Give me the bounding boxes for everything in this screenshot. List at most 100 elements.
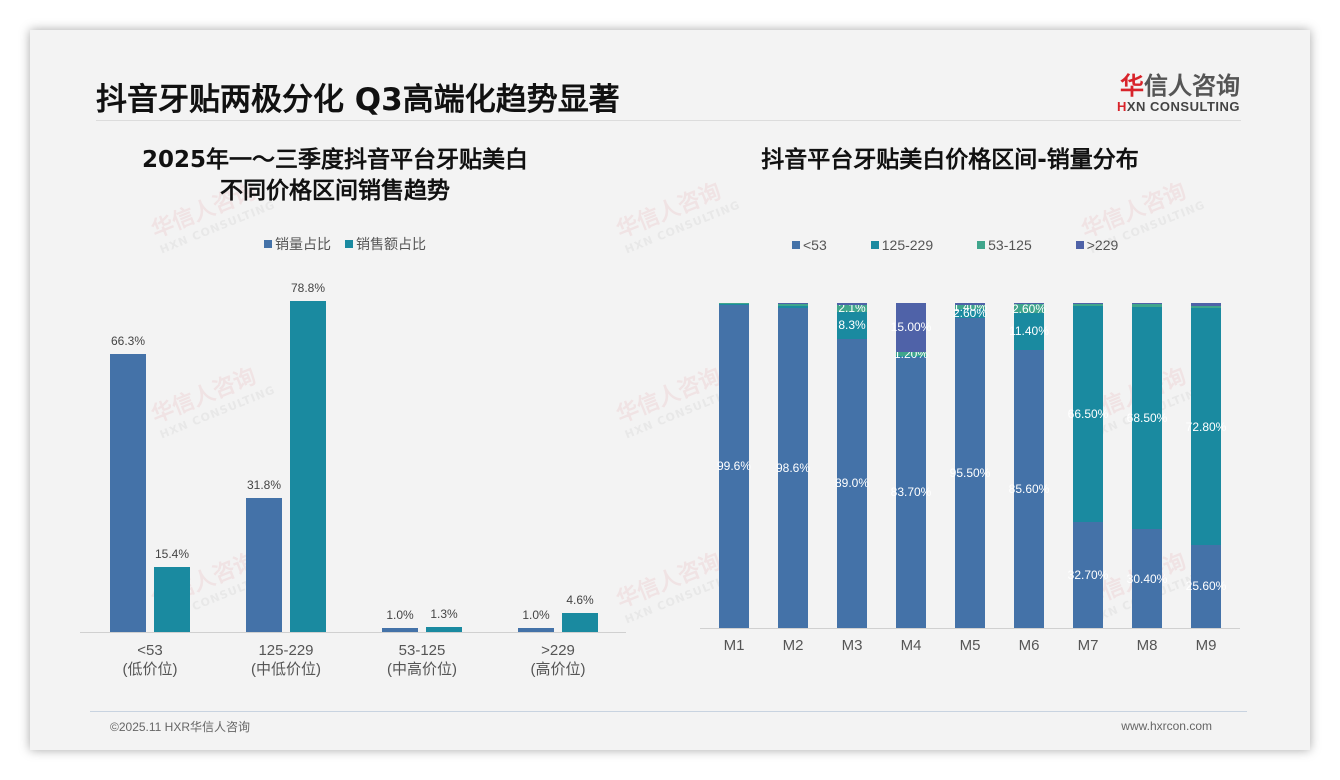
- bar-segment: 83.70%: [891, 355, 931, 628]
- bar-segment: 1.20%: [894, 347, 928, 361]
- bar-segment: 95.50%: [950, 317, 990, 628]
- legend-swatch: [1075, 241, 1084, 249]
- bar-segment: [955, 303, 985, 305]
- data-label: 1.0%: [522, 607, 550, 622]
- bar: [154, 567, 190, 632]
- legend-swatch: [977, 241, 986, 249]
- left-bar-chart: 66.3% 15.4% <53 (低价位) 31.8% 78.8% 125-229 (中低价位…: [80, 280, 626, 678]
- bar-segment: [719, 303, 749, 305]
- stacked-bar: 98.6%: [775, 303, 811, 628]
- legend-swatch: [345, 240, 353, 248]
- category-label: 125-229 (中低价位): [251, 642, 321, 678]
- bar-segment: 66.50%: [1068, 305, 1108, 522]
- category-label: M7: [1077, 637, 1099, 654]
- right-stacked-bar-chart: 99.6% M1 98.6% M2 89.0% 8.3% 2.1% M3 83.70% 1.20%…: [700, 300, 1242, 654]
- bar-segment: 2.1%: [837, 301, 867, 315]
- bar-segment: 32.70%: [1068, 521, 1108, 628]
- category-label: M5: [959, 637, 981, 654]
- legend-item: 125-229: [870, 237, 933, 253]
- stacked-bar: 95.50% 2.60% 1.40%: [950, 300, 990, 628]
- data-label: 1.0%: [386, 607, 414, 622]
- slide: 华信人咨询 HXN CONSULTING 华信人咨询 HXN CONSULTING …: [30, 30, 1310, 750]
- bar-segment: 2.60%: [952, 306, 988, 321]
- logo-en: HXN CONSULTING: [1116, 99, 1240, 114]
- legend-swatch: [870, 241, 879, 249]
- data-label: 68.50%: [1126, 410, 1168, 425]
- bar: [246, 498, 282, 632]
- data-label: 4.6%: [566, 592, 594, 607]
- bar-segment: [1191, 305, 1221, 309]
- data-label: 32.70%: [1067, 567, 1109, 582]
- bar-segment: [719, 303, 749, 304]
- bar-segment: 25.60%: [1186, 544, 1226, 628]
- bar-segment: [1014, 303, 1044, 305]
- data-label: 15.4%: [154, 547, 190, 562]
- bar-segment: 98.6%: [775, 307, 811, 628]
- bar: [290, 301, 326, 632]
- bar-segment: [1191, 303, 1221, 306]
- bar-segment: 1.40%: [953, 300, 987, 314]
- legend-item: 53-125: [977, 237, 1032, 253]
- data-label: 2.60%: [952, 306, 988, 321]
- bar-segment: 30.40%: [1127, 529, 1167, 628]
- data-label: 66.3%: [110, 333, 146, 348]
- right-chart-title: 抖音平台牙贴美白价格区间-销量分布: [761, 147, 1139, 173]
- stacked-bar: 83.70% 1.20% 15.00%: [891, 303, 931, 628]
- legend-swatch: [792, 241, 800, 249]
- category-label: M6: [1018, 637, 1040, 654]
- data-label: 2.60%: [1011, 301, 1047, 316]
- data-label: 66.50%: [1067, 406, 1109, 421]
- category-label: M1: [723, 637, 745, 654]
- data-label: 30.40%: [1126, 571, 1168, 586]
- bar-segment: 85.60%: [1009, 349, 1049, 628]
- category-label: M9: [1195, 637, 1217, 654]
- legend-item: <53: [792, 237, 827, 253]
- x-axis: [700, 628, 1240, 629]
- bar-segment: 99.6%: [716, 304, 752, 628]
- category-label: M3: [841, 637, 863, 654]
- category-label: M4: [900, 637, 922, 654]
- bar: [426, 626, 462, 632]
- brand-logo: 华信人咨询 HXN CONSULTING: [1117, 66, 1240, 114]
- bar: [562, 612, 598, 632]
- legend-item-sales: 销售额占比: [345, 234, 426, 254]
- data-label: 1.3%: [430, 606, 458, 621]
- bar-segment: 2.60%: [1012, 302, 1046, 316]
- stacked-bar: 89.0% 8.3% 2.1%: [834, 301, 870, 628]
- data-label: 8.3%: [838, 318, 866, 333]
- bar-segment: 89.0%: [834, 338, 870, 628]
- data-label: 11.40%: [1009, 324, 1049, 339]
- data-label: 98.6%: [775, 460, 811, 475]
- data-label: 15.00%: [890, 320, 932, 335]
- data-label: 78.8%: [290, 281, 326, 296]
- legend-item-volume: 销量占比: [264, 234, 331, 254]
- left-chart-legend: 销量占比 销售额占比: [264, 234, 426, 254]
- data-label: 99.6%: [716, 459, 752, 474]
- data-label: 1.40%: [952, 299, 988, 314]
- logo-cn: 华信人咨询: [1120, 72, 1240, 100]
- bar-segment: 8.3%: [837, 311, 867, 339]
- stacked-bar: 99.6%: [716, 303, 752, 628]
- website: www.hxrcon.com: [1121, 719, 1212, 733]
- left-chart-title: 2025年一～三季度抖音平台牙贴美白 不同价格区间销售趋势: [141, 147, 528, 204]
- stacked-bar: 85.60% 11.40% 2.60%: [1009, 302, 1049, 628]
- category-label: 53-125 (中高价位): [387, 642, 457, 678]
- data-label: 25.60%: [1185, 579, 1227, 594]
- bar-segment: [1073, 303, 1103, 304]
- data-label: 89.0%: [834, 476, 870, 491]
- data-label: 72.80%: [1185, 419, 1227, 434]
- data-label: 95.50%: [949, 465, 991, 480]
- bar-segment: 68.50%: [1127, 306, 1167, 530]
- bar-segment: [1132, 304, 1162, 307]
- stacked-bar: 25.60% 72.80%: [1186, 303, 1226, 628]
- bar-segment: [778, 306, 808, 308]
- bar-segment: [778, 303, 808, 307]
- category-label: >229 (高价位): [530, 642, 586, 678]
- data-label: 83.70%: [890, 484, 932, 499]
- legend-swatch: [264, 240, 272, 248]
- bar: [518, 627, 554, 632]
- bar: [382, 627, 418, 632]
- copyright: ©2025.11 HXR华信人咨询: [110, 720, 250, 734]
- stacked-bar: 32.70% 66.50%: [1068, 303, 1108, 628]
